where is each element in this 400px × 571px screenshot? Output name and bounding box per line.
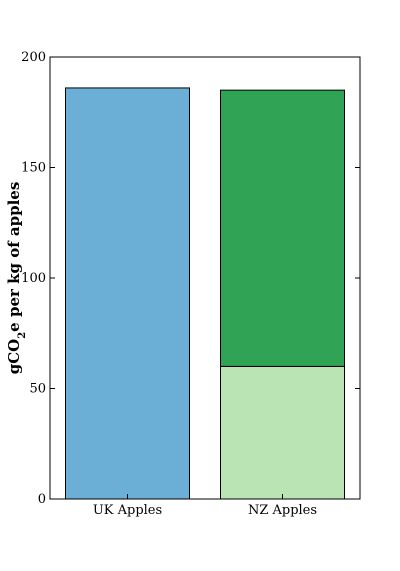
y-axis-label: gCO2e per kg of apples [5, 182, 28, 375]
y-tick-label: 150 [21, 161, 46, 176]
bar-nz-apples-segment-1 [220, 365, 345, 500]
x-tick-label: UK Apples [93, 503, 162, 518]
y-tick-label: 100 [21, 271, 46, 286]
bar-uk-apples-segment-1 [65, 87, 190, 500]
y-tick-label: 200 [21, 50, 46, 65]
bar-nz-apples-segment-2 [220, 89, 345, 367]
x-axis: UK Apples NZ Apples [93, 494, 317, 518]
x-tick-label: NZ Apples [248, 503, 317, 518]
y-tick-label: 50 [29, 382, 46, 397]
y-tick-label: 0 [38, 492, 46, 507]
bars-group [65, 87, 345, 500]
y-axis: 0 50 100 150 200 [21, 50, 360, 507]
